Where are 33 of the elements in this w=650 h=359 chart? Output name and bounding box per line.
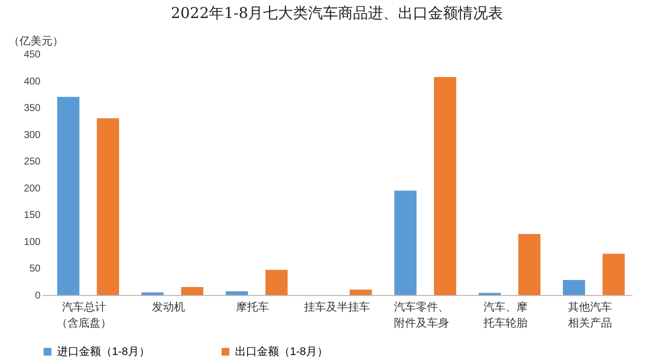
y-axis-title: （亿美元） [8, 34, 64, 48]
y-tick-label: 250 [24, 156, 41, 168]
y-tick-label: 450 [24, 50, 41, 60]
bar [265, 270, 288, 295]
x-tick-label: 汽车总计（含底盘） [56, 300, 112, 330]
x-tick-label: 汽车零件、附件及车身 [394, 300, 449, 330]
y-tick-label: 400 [24, 76, 41, 88]
y-tick-label: 0 [34, 290, 41, 302]
y-tick-label: 350 [24, 103, 41, 114]
legend-label: 出口金额（1-8月） [235, 344, 328, 358]
x-tick-label: 汽车、摩托车轮胎 [482, 300, 528, 330]
bar [226, 291, 248, 295]
x-tick-label: 挂车及半挂车 [304, 300, 370, 314]
y-tick-label: 150 [24, 210, 41, 222]
bar [394, 190, 417, 295]
chart-title: 2022年1-8月七大类汽车商品进、出口金额情况表 [170, 4, 504, 22]
bar [518, 234, 540, 295]
y-tick-label: 300 [24, 130, 41, 141]
y-tick-label: 50 [29, 264, 41, 275]
bar [602, 254, 625, 295]
bar [181, 286, 204, 295]
legend-label: 进口金额（1-8月） [57, 344, 150, 358]
x-tick-label: 摩托车 [236, 300, 270, 314]
bar [141, 292, 164, 295]
y-tick-label: 200 [24, 183, 41, 194]
bar [434, 77, 456, 295]
x-tick-label: 发动机 [152, 302, 185, 314]
x-tick-label: 其他汽车相关产品 [568, 300, 612, 330]
bar [57, 96, 80, 295]
y-tick-label: 100 [24, 236, 41, 248]
bar [350, 290, 372, 295]
bar [96, 118, 120, 295]
bar [562, 280, 586, 295]
